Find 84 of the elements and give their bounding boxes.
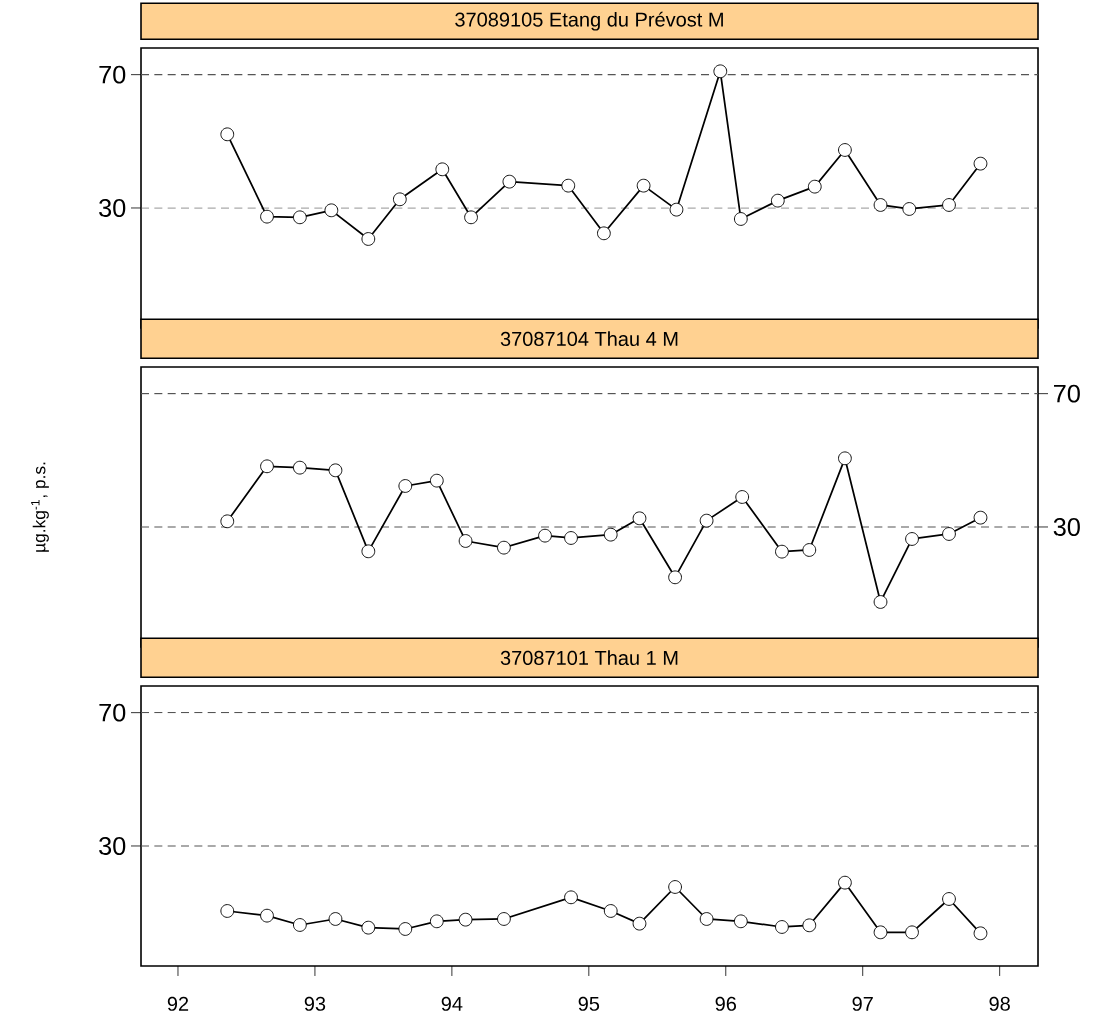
y-tick-label: 30 [99, 199, 126, 217]
point [603, 527, 618, 542]
point [905, 532, 919, 546]
point [220, 127, 235, 142]
point [775, 544, 789, 559]
point [458, 534, 473, 548]
point [775, 920, 789, 934]
point [632, 511, 647, 526]
point [669, 202, 684, 217]
point [838, 143, 852, 157]
y-tick-label: 70 [99, 703, 126, 722]
point [538, 528, 552, 543]
point [807, 179, 822, 194]
point [361, 920, 376, 935]
point [324, 203, 339, 218]
point [603, 904, 618, 918]
x-tick-label: 93 [304, 996, 326, 1011]
point [873, 595, 888, 609]
point [392, 192, 407, 207]
point [668, 880, 682, 894]
point [220, 904, 235, 918]
point [220, 514, 235, 529]
chart-title: 37087101 Thau 1 M [500, 650, 678, 666]
point [497, 912, 511, 926]
point [464, 210, 478, 225]
x-tick-label: 96 [715, 996, 737, 1011]
point [770, 193, 785, 208]
point [668, 570, 682, 585]
point [838, 451, 852, 466]
point [260, 459, 274, 474]
chart-title: 37087104 Thau 4 M [500, 331, 678, 347]
point [699, 912, 714, 926]
point [398, 479, 413, 493]
point [902, 202, 917, 216]
point [973, 156, 988, 171]
y-tick-label: 70 [1054, 384, 1080, 403]
point [398, 922, 413, 936]
point [435, 162, 450, 177]
point [713, 64, 728, 79]
point [632, 916, 647, 931]
point [260, 908, 274, 923]
x-tick-label: 98 [989, 996, 1010, 1011]
point [873, 198, 888, 212]
y-axis-title: µg.kg$^{-1}$, p.s. [31, 462, 49, 552]
point [905, 925, 919, 940]
point [838, 875, 852, 890]
point [873, 925, 888, 940]
point [293, 918, 307, 932]
point [699, 513, 714, 528]
point [502, 174, 517, 189]
point [564, 890, 578, 905]
point [597, 226, 611, 241]
y-tick-label: 30 [1053, 518, 1080, 536]
point [361, 544, 376, 559]
point [361, 232, 376, 246]
point [497, 540, 511, 555]
point [973, 926, 988, 941]
point [328, 912, 343, 926]
chart-title: 37089105 Etang du Prévost M [455, 11, 723, 31]
point [733, 212, 748, 226]
x-tick-label: 95 [578, 996, 600, 1011]
point [802, 918, 817, 933]
point [429, 473, 444, 488]
point [328, 463, 343, 478]
point [561, 178, 576, 193]
x-tick-label: 92 [167, 996, 189, 1011]
point [942, 198, 956, 212]
x-tick-label: 97 [852, 996, 873, 1011]
point [733, 914, 748, 929]
point [942, 527, 956, 541]
point [429, 914, 444, 929]
y-tick-label: 30 [99, 837, 126, 855]
point [802, 543, 817, 557]
point [735, 490, 750, 504]
point [564, 531, 578, 545]
point [260, 209, 274, 224]
x-tick-label: 94 [441, 996, 463, 1011]
point [636, 178, 651, 193]
point [293, 460, 307, 475]
point [458, 912, 473, 927]
point [973, 510, 988, 525]
point [942, 892, 956, 906]
y-tick-label: 70 [99, 65, 126, 84]
point [293, 210, 307, 225]
